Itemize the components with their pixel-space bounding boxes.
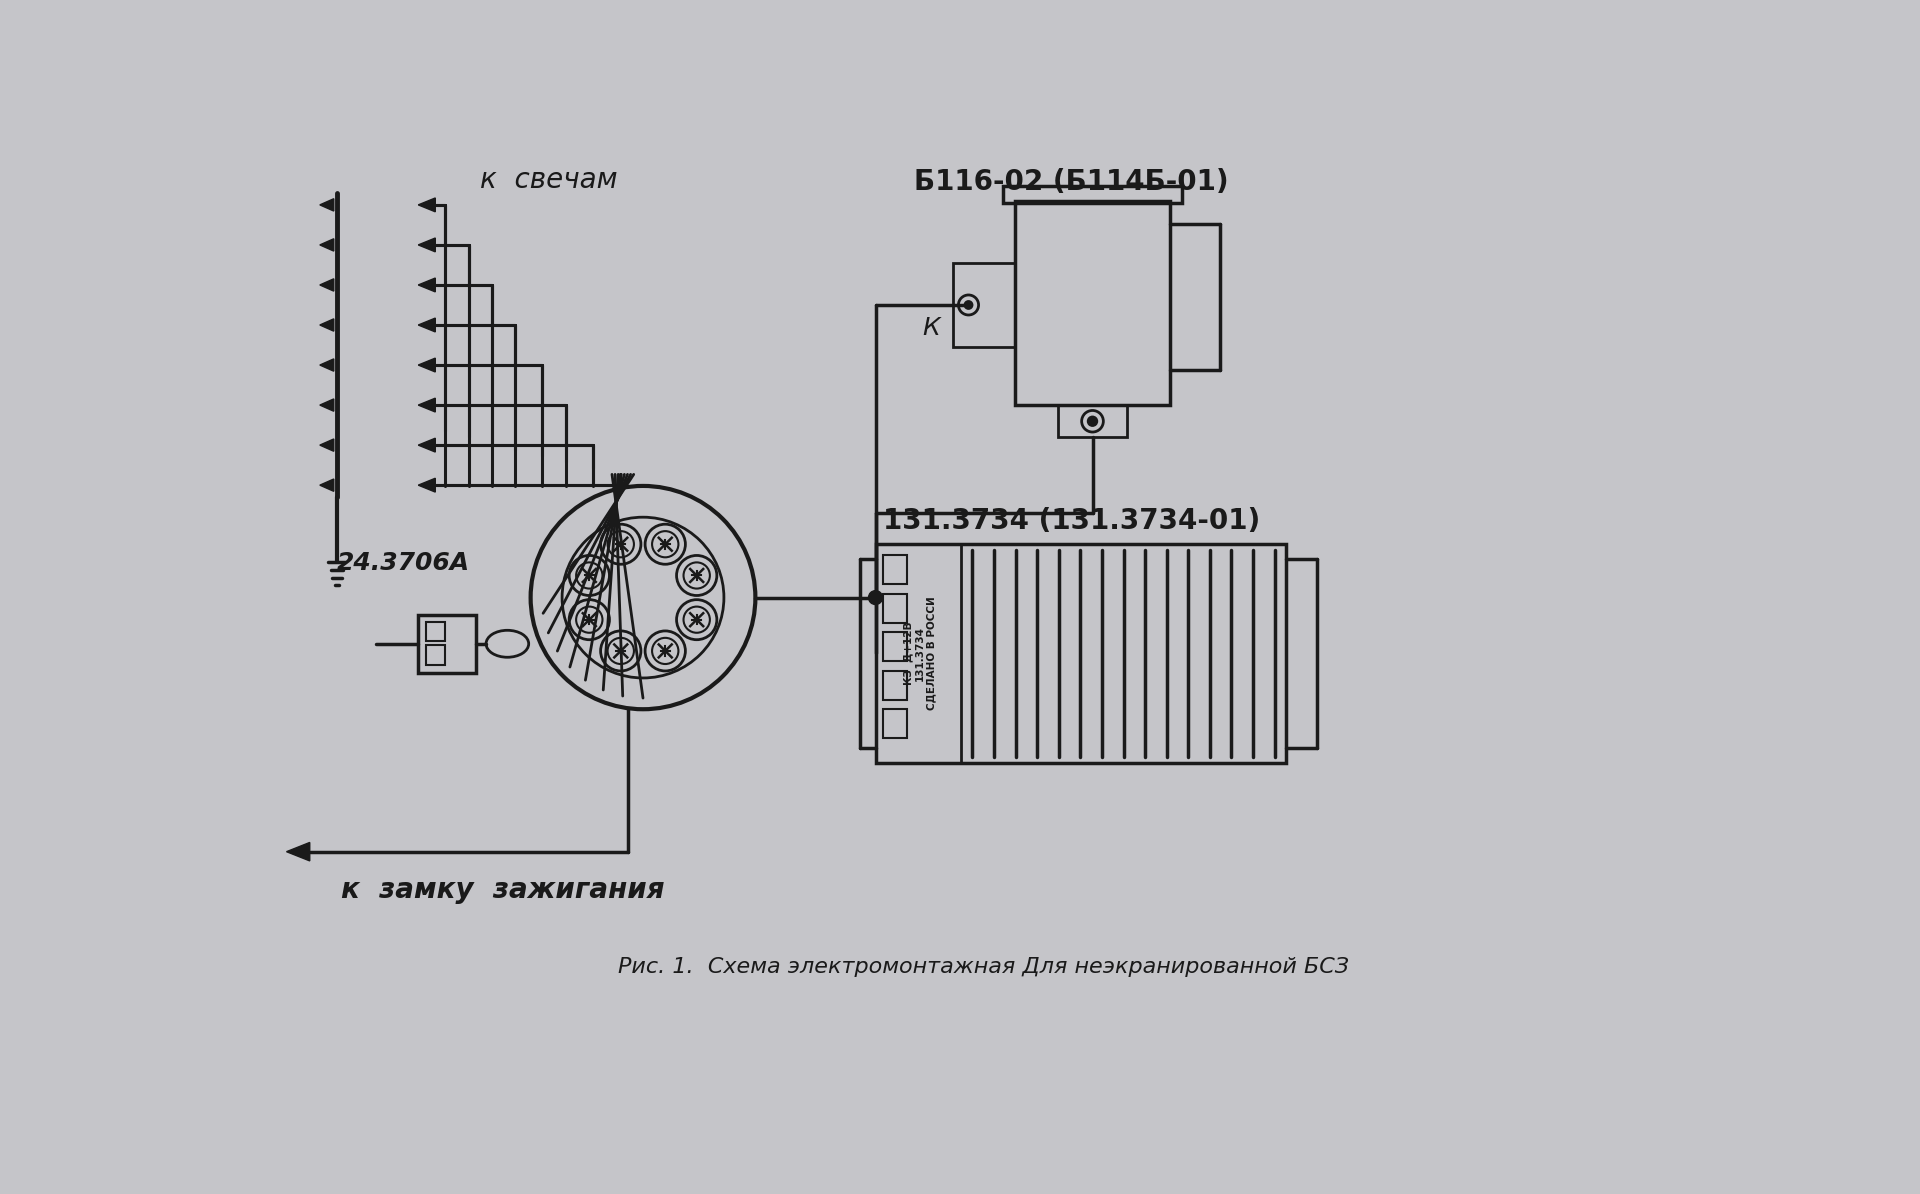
Text: К: К [922, 316, 939, 340]
Polygon shape [321, 239, 334, 251]
Bar [883, 593, 906, 623]
Polygon shape [419, 479, 436, 492]
Polygon shape [321, 399, 334, 411]
Polygon shape [286, 843, 309, 861]
Polygon shape [321, 319, 334, 331]
Circle shape [868, 591, 883, 604]
Text: Рис. 1.  Схема электромонтажная Для неэкранированной БСЗ: Рис. 1. Схема электромонтажная Для неэкр… [618, 958, 1350, 977]
Bar [1004, 185, 1181, 203]
Polygon shape [419, 358, 436, 373]
Bar [876, 543, 1286, 763]
Polygon shape [321, 479, 334, 491]
Polygon shape [321, 198, 334, 211]
Polygon shape [419, 238, 436, 252]
Circle shape [1089, 417, 1096, 426]
Bar [883, 555, 906, 585]
Text: Б116-02 (Б114Б-01): Б116-02 (Б114Б-01) [914, 168, 1229, 196]
Bar [1016, 201, 1169, 405]
Bar [419, 615, 476, 673]
Polygon shape [321, 279, 334, 291]
Polygon shape [419, 438, 436, 453]
Bar [1058, 405, 1127, 437]
Polygon shape [419, 398, 436, 412]
Bar [883, 709, 906, 739]
Polygon shape [321, 359, 334, 371]
Polygon shape [321, 439, 334, 451]
Polygon shape [419, 198, 436, 211]
Polygon shape [419, 278, 436, 291]
Bar [876, 543, 960, 763]
Text: к  замку  зажигания: к замку зажигания [340, 876, 664, 904]
Text: КЗ  Д+12В
131.3734
СДЕЛАНО В РОССИ: КЗ Д+12В 131.3734 СДЕЛАНО В РОССИ [902, 596, 937, 710]
Circle shape [964, 301, 972, 309]
Bar [883, 671, 906, 700]
Bar [426, 622, 445, 641]
Text: 131.3734 (131.3734-01): 131.3734 (131.3734-01) [883, 506, 1261, 535]
Bar [426, 645, 445, 665]
Bar [952, 263, 1016, 347]
Polygon shape [419, 318, 436, 332]
Text: к  свечам: к свечам [480, 166, 618, 195]
Bar [883, 633, 906, 661]
Text: 24.3706А: 24.3706А [336, 550, 470, 576]
